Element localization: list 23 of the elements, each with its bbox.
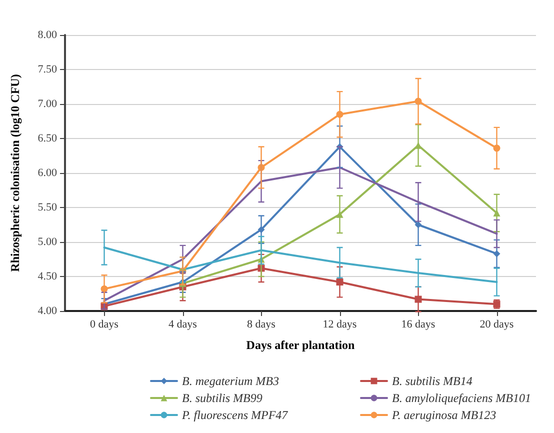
x-tick-label: 0 days bbox=[90, 318, 118, 330]
y-tick-label: 5.50 bbox=[38, 202, 58, 214]
x-tick-label: 20 days bbox=[480, 318, 514, 330]
y-tick-label: 5.00 bbox=[38, 236, 58, 248]
legend-label: B. subtilis MB99 bbox=[182, 391, 262, 405]
y-tick-label: 6.50 bbox=[38, 132, 58, 144]
y-tick-label: 7.00 bbox=[38, 98, 58, 110]
x-axis-title: Days after plantation bbox=[246, 338, 356, 352]
x-tick-label: 4 days bbox=[168, 318, 197, 330]
legend-label: B. amyloliquefaciens MB101 bbox=[392, 391, 531, 405]
y-tick-label: 7.50 bbox=[38, 64, 58, 76]
x-tick-label: 16 days bbox=[401, 318, 436, 330]
y-tick-label: 4.50 bbox=[38, 270, 58, 282]
y-tick-label: 8.00 bbox=[38, 29, 58, 41]
x-tick-label: 8 days bbox=[247, 318, 276, 330]
legend-label: B. subtilis MB14 bbox=[392, 374, 472, 388]
y-tick-label: 4.00 bbox=[38, 305, 58, 317]
y-tick-label: 6.00 bbox=[38, 167, 58, 179]
legend-label: P. fluorescens MPF47 bbox=[181, 408, 289, 422]
legend-label: B. megaterium MB3 bbox=[182, 374, 279, 388]
x-tick-label: 12 days bbox=[322, 318, 357, 330]
legend-label: P. aeruginosa MB123 bbox=[391, 408, 496, 422]
y-axis-title: Rhizospheric colonisation (log10 CFU) bbox=[8, 74, 22, 272]
